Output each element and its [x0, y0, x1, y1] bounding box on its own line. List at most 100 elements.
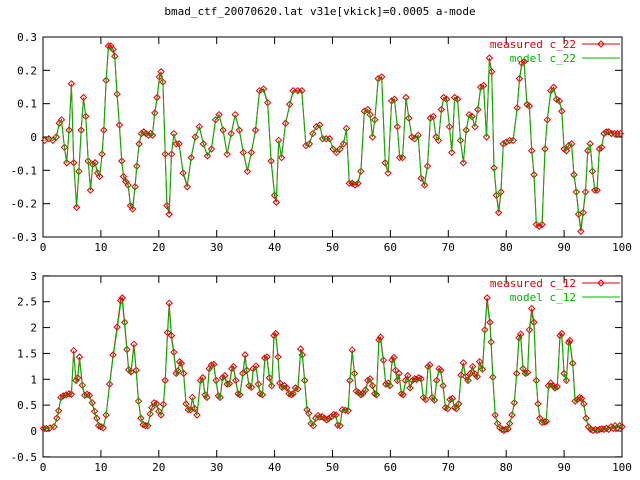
diamond-marker [364, 105, 372, 114]
diamond-marker [167, 150, 176, 158]
x-tick-label: 40 [268, 461, 281, 474]
diamond-marker [163, 328, 172, 337]
diamond-marker [65, 390, 73, 398]
diamond-marker [448, 148, 456, 157]
diamond-marker [152, 400, 161, 408]
y-tick-label: -0.3 [11, 231, 38, 244]
diamond-marker [191, 133, 199, 141]
diamond-marker [309, 421, 318, 430]
diamond-marker [577, 394, 586, 403]
diamond-marker [100, 126, 108, 134]
x-tick-label: 10 [94, 241, 107, 254]
x-tick-label: 100 [612, 241, 632, 254]
diamond-marker [513, 104, 521, 112]
x-tick-label: 0 [40, 461, 47, 474]
diamond-marker [600, 425, 608, 434]
diamond-marker [456, 136, 465, 145]
diamond-marker [332, 411, 340, 419]
diamond-marker [521, 369, 530, 378]
diamond-marker [205, 364, 213, 373]
diamond-marker [289, 86, 297, 95]
diamond-marker [616, 129, 624, 138]
diamond-marker [258, 391, 267, 399]
diamond-marker [54, 407, 63, 415]
diamond-marker [99, 424, 107, 432]
diamond-marker [532, 376, 541, 385]
chart-title: bmad_ctf_20070620.lat v31e[vkick]=0.0005… [164, 5, 476, 18]
diamond-marker [132, 366, 140, 374]
diamond-marker [404, 371, 412, 380]
diamond-marker [69, 346, 78, 355]
diamond-marker [105, 380, 114, 388]
diamond-marker [122, 177, 130, 186]
diamond-marker [577, 227, 585, 236]
diamond-marker [439, 382, 447, 390]
diamond-marker [46, 424, 54, 432]
diamond-marker [207, 361, 216, 369]
diamond-marker [109, 45, 117, 54]
diamond-marker [437, 105, 446, 114]
x-tick-label: 100 [612, 461, 632, 474]
diamond-marker [588, 167, 597, 176]
diamond-marker [411, 135, 419, 143]
diamond-marker [501, 425, 510, 434]
diamond-marker [562, 147, 571, 155]
diamond-marker [320, 414, 329, 422]
diamond-marker [148, 131, 157, 139]
diamond-marker [540, 418, 549, 426]
diamond-marker [582, 414, 590, 422]
diamond-marker [126, 201, 135, 210]
diamond-marker [151, 109, 159, 117]
diamond-marker [303, 405, 311, 414]
diamond-marker [91, 159, 99, 167]
y-tick-label: 2.5 [17, 296, 37, 309]
diamond-marker [130, 340, 138, 348]
diamond-marker [302, 141, 310, 150]
diamond-marker [277, 153, 286, 162]
diamond-marker [298, 86, 306, 95]
diamond-marker [167, 331, 176, 340]
diamond-marker [405, 114, 413, 122]
diamond-marker [515, 334, 523, 342]
diamond-marker [462, 126, 470, 134]
diamond-marker [107, 42, 115, 50]
diamond-marker [379, 356, 388, 364]
diamond-marker [325, 135, 334, 143]
diamond-marker [497, 188, 505, 196]
diamond-marker [527, 147, 536, 155]
diamond-marker [179, 169, 187, 177]
diamond-marker [489, 373, 497, 381]
diamond-marker [118, 157, 126, 165]
diamond-marker [390, 353, 398, 362]
y-axis: 0.3 0.2 0.1 0 -0.1 -0.2 -0.3 [11, 31, 622, 244]
diamond-marker [364, 376, 372, 385]
diamond-marker [433, 376, 441, 385]
diamond-marker [534, 400, 542, 408]
diamond-marker [177, 359, 186, 368]
diamond-marker [492, 191, 501, 200]
diamond-marker [384, 169, 392, 177]
diamond-marker [102, 76, 110, 85]
diamond-marker [423, 162, 432, 170]
diamond-marker [144, 421, 152, 430]
diamond-marker [570, 171, 578, 179]
diamond-marker [459, 359, 468, 367]
diamond-marker [439, 93, 448, 102]
diamond-marker [281, 119, 290, 127]
diamond-marker [102, 411, 110, 419]
diamond-marker [376, 333, 385, 341]
diamond-marker [148, 403, 156, 412]
y-tick-label: 0.3 [17, 31, 37, 44]
diamond-marker [368, 133, 377, 141]
diamond-marker [261, 354, 269, 362]
diamond-marker [131, 183, 139, 191]
diamond-marker [510, 399, 519, 407]
diamond-marker [74, 374, 82, 382]
diamond-marker [203, 393, 211, 402]
diamond-marker [134, 397, 143, 405]
diamond-marker [247, 383, 256, 392]
diamond-marker [597, 279, 605, 287]
diamond-marker [127, 368, 135, 376]
diamond-marker [360, 107, 369, 115]
